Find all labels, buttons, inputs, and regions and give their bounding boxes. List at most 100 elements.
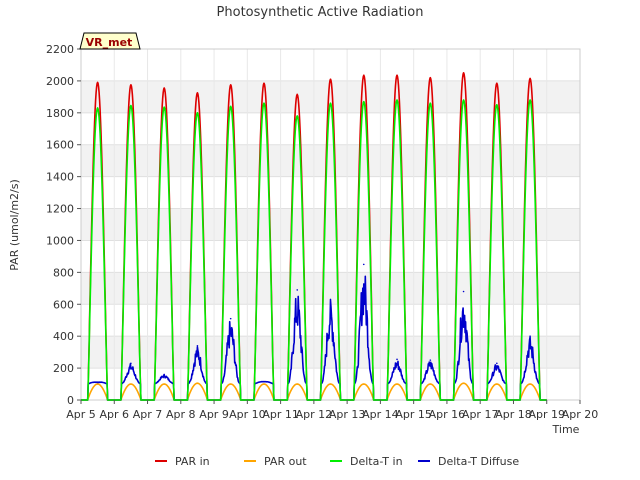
data-point — [263, 380, 265, 383]
data-point — [429, 359, 432, 361]
data-point — [229, 317, 232, 320]
plot-band — [81, 112, 580, 145]
data-point — [362, 383, 365, 385]
legend-label: Delta-T Diffuse — [438, 455, 519, 468]
plot-area-frame — [80, 48, 581, 401]
x-tick-label: Apr 14 — [362, 408, 399, 421]
x-tick-label: Apr 6 — [100, 408, 130, 421]
x-tick-label: Apr 12 — [296, 408, 333, 421]
legend-label: Delta-T in — [350, 455, 403, 468]
y-tick-label: 1800 — [46, 107, 74, 120]
x-tick-label: Apr 5 — [66, 408, 96, 421]
y-axis-label: PAR (umol/m2/s) — [8, 179, 21, 271]
plot-band — [81, 208, 580, 241]
legend-label: PAR in — [175, 455, 210, 468]
data-point — [163, 383, 165, 385]
data-point — [263, 383, 265, 385]
plot-band — [81, 176, 580, 209]
y-tick-label: 1000 — [46, 234, 74, 247]
data-point — [96, 383, 99, 385]
data-point — [96, 107, 99, 109]
data-point — [163, 373, 165, 376]
x-tick-label: Apr 20 — [562, 408, 599, 421]
plot-band — [81, 144, 580, 177]
data-point — [329, 298, 332, 301]
data-point — [263, 82, 265, 85]
data-point — [462, 99, 465, 101]
data-point — [496, 383, 498, 385]
data-point — [396, 99, 398, 101]
data-point — [296, 115, 299, 117]
plot-band — [81, 80, 580, 113]
y-tick-label: 1400 — [46, 171, 74, 184]
data-point — [362, 74, 365, 77]
x-axis-label: Time — [552, 423, 580, 436]
x-tick-label: Apr 13 — [329, 408, 366, 421]
data-point — [529, 99, 531, 101]
data-point — [196, 112, 199, 114]
data-point — [496, 104, 498, 106]
data-point — [296, 289, 299, 291]
chart-title: Photosynthetic Active Radiation — [217, 5, 424, 20]
data-point — [196, 344, 199, 347]
data-point — [396, 383, 398, 385]
data-point — [396, 74, 398, 77]
data-point — [429, 76, 432, 79]
x-tick-label: Apr 9 — [199, 408, 229, 421]
data-point — [462, 72, 465, 74]
data-point — [296, 383, 299, 385]
data-point — [130, 104, 132, 107]
y-tick-label: 1200 — [46, 203, 74, 216]
data-point — [329, 102, 332, 105]
plot-band — [81, 240, 580, 273]
x-tick-label: Apr 10 — [229, 408, 266, 421]
x-tick-label: Apr 15 — [395, 408, 432, 421]
site-label-badge: VR_met — [79, 32, 141, 50]
y-tick-label: 200 — [53, 362, 74, 375]
data-point — [329, 78, 332, 81]
data-point — [263, 102, 265, 105]
data-point — [429, 383, 432, 385]
data-point — [529, 77, 531, 80]
plot-band — [81, 49, 580, 81]
data-point — [163, 87, 165, 89]
legend-item-par-out: PAR out — [244, 455, 307, 468]
data-point — [130, 362, 132, 365]
y-axis: 0 200 400 600 800 1000 1200 1400 1600 1800 2000 220… — [46, 43, 81, 407]
data-point — [229, 383, 232, 385]
legend-label: PAR out — [264, 455, 307, 468]
legend-item-delta-t-diffuse: Delta-T Diffuse — [418, 455, 519, 468]
y-tick-label: 2200 — [46, 43, 74, 56]
data-point — [462, 290, 465, 293]
data-point — [496, 362, 498, 365]
x-tick-label: Apr 17 — [462, 408, 499, 421]
data-point — [196, 382, 199, 385]
legend: PAR in PAR out Delta-T in Delta-T Diffuse — [155, 455, 519, 468]
legend-item-delta-t-in: Delta-T in — [330, 455, 403, 468]
data-point — [429, 102, 432, 105]
data-point — [229, 105, 232, 108]
data-point — [329, 383, 332, 385]
data-point — [96, 381, 99, 384]
data-point — [130, 84, 132, 86]
x-tick-label: Apr 19 — [528, 408, 565, 421]
y-tick-label: 800 — [53, 266, 74, 279]
x-tick-label: Apr 18 — [495, 408, 532, 421]
data-point — [296, 93, 299, 96]
y-tick-label: 0 — [67, 394, 74, 407]
data-point — [96, 81, 99, 84]
data-point — [130, 383, 132, 385]
y-tick-label: 600 — [53, 298, 74, 311]
site-label-text: VR_met — [86, 36, 133, 49]
data-point — [229, 84, 232, 86]
x-tick-label: Apr 11 — [262, 408, 299, 421]
y-tick-label: 400 — [53, 330, 74, 343]
x-tick-label: Apr 8 — [166, 408, 196, 421]
y-tick-label: 1600 — [46, 139, 74, 152]
data-point — [362, 100, 365, 103]
data-point — [529, 383, 531, 385]
data-point — [396, 358, 398, 361]
data-point — [496, 82, 498, 85]
